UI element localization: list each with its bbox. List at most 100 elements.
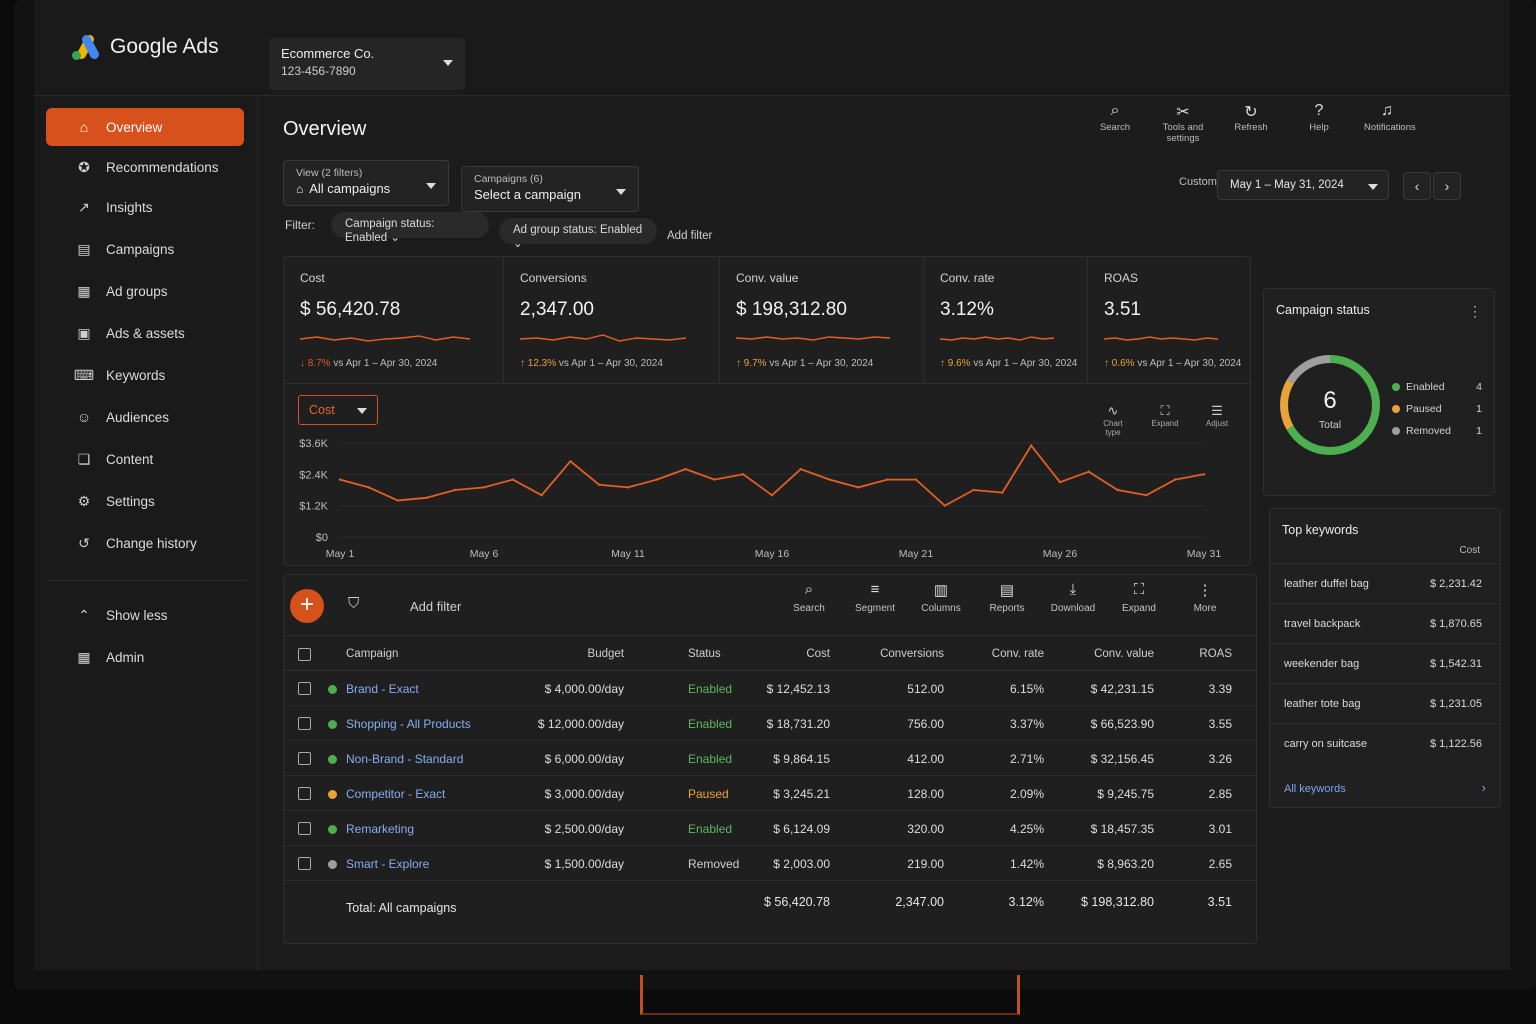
sidebar-item-recommendations[interactable]: ✪ Recommendations bbox=[46, 148, 244, 186]
legend-dot-icon bbox=[1392, 427, 1400, 435]
expand-chart-button[interactable]: ⛶ Expand bbox=[1148, 403, 1182, 437]
filter-chip-ad-group-status[interactable]: Ad group status: Enabled ⌄ bbox=[499, 218, 657, 250]
data-point bbox=[914, 478, 918, 481]
account-selector[interactable]: Ecommerce Co. 123-456-7890 bbox=[269, 38, 465, 90]
column-header-conversions[interactable]: Conversions bbox=[880, 648, 944, 660]
row-checkbox[interactable] bbox=[298, 717, 311, 730]
data-point bbox=[684, 467, 687, 471]
campaign-budget[interactable]: $ 4,000.00/day bbox=[544, 682, 624, 696]
table-tool-label: Reports bbox=[989, 603, 1025, 614]
x-tick-label: May 31 bbox=[1187, 548, 1222, 560]
table-row[interactable]: Shopping - All Products $ 12,000.00/day En… bbox=[284, 706, 1256, 741]
column-header-status[interactable]: Status bbox=[688, 648, 721, 660]
sidebar-item-keywords[interactable]: ⌨ Keywords bbox=[46, 356, 244, 394]
table-expand-button[interactable]: ⛶ Expand bbox=[1116, 581, 1162, 614]
select-all-checkbox[interactable] bbox=[298, 648, 311, 661]
row-checkbox[interactable] bbox=[298, 752, 311, 765]
more-vert-icon[interactable]: ⋮ bbox=[1468, 303, 1482, 319]
table-row[interactable]: Non-Brand - Standard $ 6,000.00/day Enable… bbox=[284, 741, 1256, 776]
search-tool-button[interactable]: ⌕ Search bbox=[1092, 102, 1138, 144]
tools-and-settings-tool-button[interactable]: ✂ Tools and settings bbox=[1160, 102, 1206, 144]
table-row[interactable]: Smart - Explore $ 1,500.00/day Removed $ 2,… bbox=[284, 846, 1256, 881]
campaign-selector[interactable]: Campaigns (6) Select a campaign bbox=[461, 166, 639, 212]
table-download-button[interactable]: ⤓ Download bbox=[1050, 581, 1096, 614]
keyword-row[interactable]: carry on suitcase $ 1,122.56 bbox=[1270, 723, 1500, 763]
date-range-picker[interactable]: May 1 – May 31, 2024 bbox=[1217, 170, 1389, 200]
adjust-chart-button[interactable]: ☰ Adjust bbox=[1200, 403, 1234, 437]
row-checkbox[interactable] bbox=[298, 857, 311, 870]
row-checkbox[interactable] bbox=[298, 682, 311, 695]
campaign-budget[interactable]: $ 3,000.00/day bbox=[544, 787, 624, 801]
table-segment-button[interactable]: ≡ Segment bbox=[852, 581, 898, 614]
table-search-button[interactable]: ⌕ Search bbox=[786, 581, 832, 614]
campaign-name-link[interactable]: Shopping - All Products bbox=[346, 717, 471, 731]
column-header-budget[interactable]: Budget bbox=[587, 648, 624, 660]
sidebar-item-label: Ads & assets bbox=[106, 325, 185, 341]
keyword-row[interactable]: leather tote bag $ 1,231.05 bbox=[1270, 683, 1500, 723]
help-tool-button[interactable]: ? Help bbox=[1296, 102, 1342, 144]
google-ads-logo[interactable]: Google Ads bbox=[72, 33, 219, 61]
filter-chip-campaign-status[interactable]: Campaign status: Enabled ⌄ bbox=[331, 212, 489, 244]
table-row[interactable]: Remarketing $ 2,500.00/day Enabled $ 6,124.… bbox=[284, 811, 1256, 846]
table-row[interactable]: Brand - Exact $ 4,000.00/day Enabled $ 12,4… bbox=[284, 671, 1256, 706]
column-header-conv-rate[interactable]: Conv. rate bbox=[991, 648, 1044, 660]
metric-card-cost[interactable]: Cost $ 56,420.78 ↓ 8.7% vs Apr 1 – Apr 30,… bbox=[284, 257, 504, 383]
row-checkbox[interactable] bbox=[298, 822, 311, 835]
campaign-name-link[interactable]: Competitor - Exact bbox=[346, 787, 446, 801]
campaign-budget[interactable]: $ 6,000.00/day bbox=[544, 752, 624, 766]
row-checkbox[interactable] bbox=[298, 787, 311, 800]
status-dot-icon bbox=[328, 825, 337, 834]
sidebar-item-change-history[interactable]: ↺ Change history bbox=[46, 524, 244, 562]
show-less-button[interactable]: ⌃ Show less bbox=[46, 596, 244, 634]
sidebar-item-audiences[interactable]: ☺ Audiences bbox=[46, 398, 244, 436]
column-header-campaign[interactable]: Campaign bbox=[346, 648, 399, 660]
metric-card-conv-value[interactable]: Conv. value $ 198,312.80 ↑ 9.7% vs Apr 1 –… bbox=[720, 257, 924, 383]
campaign-budget[interactable]: $ 12,000.00/day bbox=[537, 717, 624, 731]
table-columns-button[interactable]: ▥ Columns bbox=[918, 581, 964, 614]
chart-type-chart-button[interactable]: ∿ Chart type bbox=[1096, 403, 1130, 437]
notifications-tool-button[interactable]: ♫ Notifications bbox=[1364, 102, 1416, 144]
table-reports-button[interactable]: ▤ Reports bbox=[984, 581, 1030, 614]
keyword-row[interactable]: leather duffel bag $ 2,231.42 bbox=[1270, 563, 1500, 603]
chart-metric-select[interactable]: Cost bbox=[298, 395, 378, 425]
sidebar-item-ads-assets[interactable]: ▣ Ads & assets bbox=[46, 314, 244, 352]
next-period-button[interactable]: › bbox=[1433, 172, 1461, 200]
product-name: Google Ads bbox=[110, 35, 219, 58]
table-add-filter[interactable]: Add filter bbox=[410, 599, 462, 614]
table-more-button[interactable]: ⋮ More bbox=[1182, 581, 1228, 614]
keyword-row[interactable]: weekender bag $ 1,542.31 bbox=[1270, 643, 1500, 683]
keyword-row[interactable]: travel backpack $ 1,870.65 bbox=[1270, 603, 1500, 643]
column-header-roas[interactable]: ROAS bbox=[1199, 648, 1232, 660]
sidebar-item-content[interactable]: ❏ Content bbox=[46, 440, 244, 478]
campaign-conv-value: $ 8,963.20 bbox=[1097, 857, 1154, 871]
sidebar-item-overview[interactable]: ⌂ Overview bbox=[46, 108, 244, 146]
add-filter-link[interactable]: Add filter bbox=[667, 230, 713, 242]
refresh-tool-button[interactable]: ↻ Refresh bbox=[1228, 102, 1274, 144]
campaign-conversions: 412.00 bbox=[907, 752, 944, 766]
metric-card-conv-rate[interactable]: Conv. rate 3.12% ↑ 9.6% vs Apr 1 – Apr 30,… bbox=[924, 257, 1088, 383]
sidebar-item-insights[interactable]: ↗ Insights bbox=[46, 188, 244, 226]
metric-card-conversions[interactable]: Conversions 2,347.00 ↑ 12.3% vs Apr 1 – Ap… bbox=[504, 257, 720, 383]
campaign-budget[interactable]: $ 2,500.00/day bbox=[544, 822, 624, 836]
sidebar-item-campaigns[interactable]: ▤ Campaigns bbox=[46, 230, 244, 268]
previous-period-button[interactable]: ‹ bbox=[1403, 172, 1431, 200]
column-header-conv-value[interactable]: Conv. value bbox=[1094, 648, 1154, 660]
chart-tool-label: Chart type bbox=[1103, 419, 1123, 437]
campaign-name-link[interactable]: Remarketing bbox=[346, 822, 415, 836]
campaign-name-link[interactable]: Brand - Exact bbox=[346, 682, 419, 696]
sidebar-item-admin[interactable]: ▦ Admin bbox=[46, 638, 244, 676]
sidebar-item-ad-groups[interactable]: ▦ Ad groups bbox=[46, 272, 244, 310]
table-row[interactable]: Competitor - Exact $ 3,000.00/day Paused $ … bbox=[284, 776, 1256, 811]
keyword-cost: $ 1,542.31 bbox=[1430, 658, 1482, 670]
add-campaign-button[interactable]: + bbox=[290, 589, 324, 623]
campaign-budget[interactable]: $ 1,500.00/day bbox=[544, 857, 624, 871]
metric-card-roas[interactable]: ROAS 3.51 ↑ 0.6% vs Apr 1 – Apr 30, 2024 bbox=[1088, 257, 1252, 383]
campaign-name-link[interactable]: Non-Brand - Standard bbox=[346, 752, 464, 766]
chevron-right-icon[interactable]: › bbox=[1481, 780, 1486, 795]
column-header-cost[interactable]: Cost bbox=[806, 648, 830, 660]
campaign-name-link[interactable]: Smart - Explore bbox=[346, 857, 430, 871]
filter-funnel-icon[interactable]: ⛉ bbox=[348, 595, 360, 612]
view-filter-dropdown[interactable]: View (2 filters) ⌂ All campaigns bbox=[283, 160, 449, 206]
sidebar-item-settings[interactable]: ⚙ Settings bbox=[46, 482, 244, 520]
all-keywords-link[interactable]: All keywords bbox=[1284, 783, 1346, 795]
